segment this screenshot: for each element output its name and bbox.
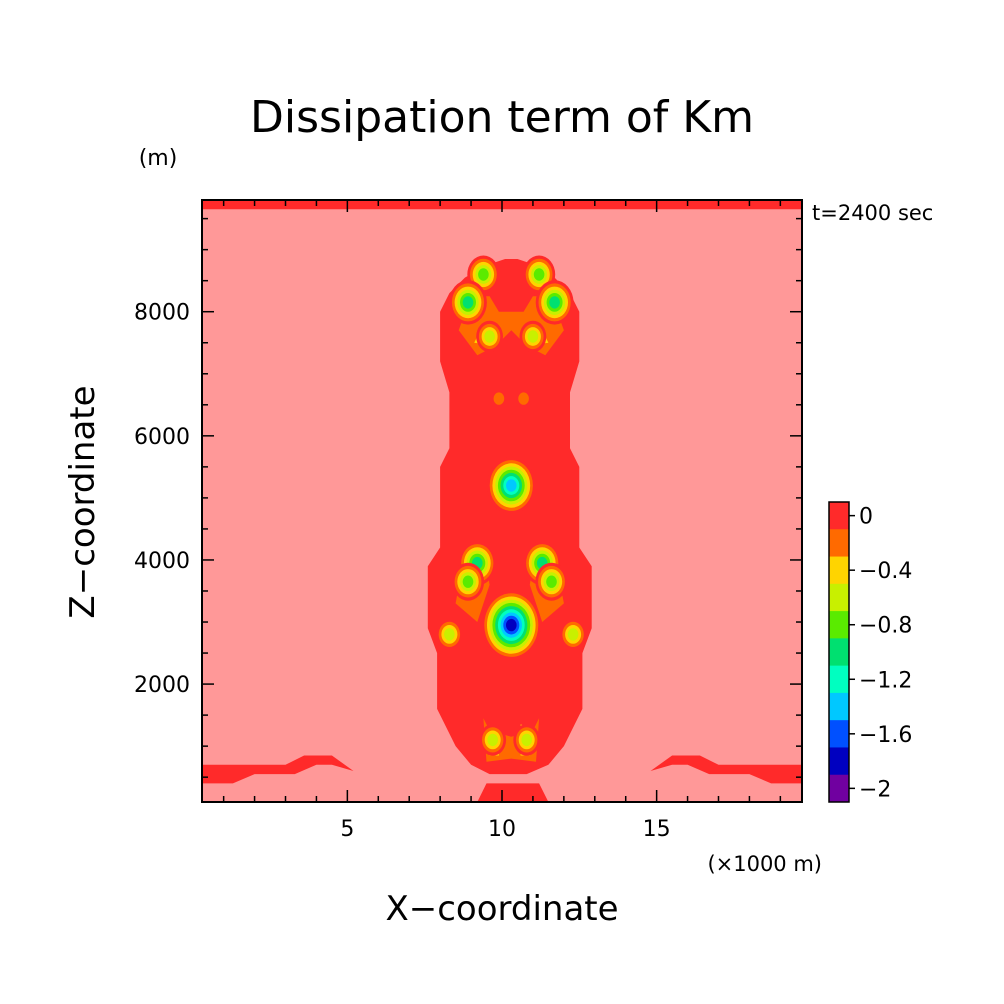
colorbar-band-6 (829, 665, 849, 694)
x-unit-label: (×1000 m) (707, 852, 822, 876)
contour-spot-11 (451, 562, 485, 601)
colorbar-label-5: −2 (859, 777, 891, 802)
plot-area: 5 10 15 2000 4000 6000 8000 (134, 199, 803, 842)
contour-spot-4 (476, 320, 503, 353)
colorbar-label-1: −0.4 (859, 559, 912, 584)
y-unit-label: (m) (139, 146, 178, 171)
x-tick-label-1: 10 (488, 817, 516, 842)
colorbar-band-4 (829, 611, 849, 639)
spot-level-0-4 (478, 268, 489, 281)
spot-level-8-7 (506, 479, 517, 492)
spot-level-2-5 (462, 296, 474, 309)
colorbar-label-2: −0.8 (859, 614, 912, 639)
colorbar-label-3: −1.2 (859, 668, 912, 693)
y-tick-label-1: 4000 (134, 549, 190, 574)
spot-level-15-3 (567, 628, 579, 641)
contour-spot-17 (513, 724, 541, 756)
y-tick-label-0: 2000 (134, 673, 190, 698)
spot-level-4-3 (484, 330, 495, 343)
spot-level-12-4 (546, 575, 557, 588)
axis-tick-labels: 5 10 15 2000 4000 6000 8000 (134, 301, 671, 842)
colorbar-band-5 (829, 638, 849, 667)
time-label: t=2400 sec (812, 201, 933, 225)
colorbar-band-7 (829, 692, 849, 721)
contour-region-2 (650, 755, 802, 784)
chart-title: Dissipation term of Km (250, 92, 754, 143)
contour-spot-7 (515, 389, 532, 408)
contour-spot-2 (449, 280, 487, 325)
spot-level-1-4 (533, 268, 545, 281)
contour-spot-14 (436, 618, 463, 651)
colorbar-label-4: −1.6 (859, 723, 912, 748)
contour-region-4 (477, 783, 549, 802)
spot-level-5-3 (527, 330, 539, 343)
colorbar-band-2 (829, 556, 849, 585)
colorbar-label-0: 0 (859, 505, 873, 530)
colorbar-band-1 (829, 529, 849, 558)
y-axis-label: Z−coordinate (63, 385, 103, 618)
spot-level-13-9 (506, 618, 517, 632)
contour-region-1 (202, 755, 354, 784)
contour-spot-12 (535, 562, 568, 601)
x-axis-label: X−coordinate (385, 889, 618, 929)
contour-spot-16 (479, 724, 507, 756)
colorbar-band-3 (829, 583, 849, 612)
colorbar-band-0 (829, 502, 849, 530)
colorbar-frame (828, 501, 850, 803)
spot-level-11-4 (462, 575, 474, 588)
contour-spot-8 (487, 456, 536, 515)
spot-level-16-3 (487, 733, 499, 747)
axis-ticks (202, 200, 802, 802)
y-tick-label-2: 6000 (134, 425, 190, 450)
spot-level-6-1 (493, 392, 505, 405)
colorbar-band-9 (829, 747, 849, 776)
contour-spots (436, 255, 587, 756)
x-tick-label-0: 5 (340, 817, 354, 842)
spot-level-17-3 (521, 733, 532, 747)
spot-level-14-3 (444, 628, 455, 641)
colorbar: 0 −0.4 −0.8 −1.2 −1.6 −2 (828, 501, 912, 803)
contour-spot-15 (559, 618, 587, 651)
contour-region-3 (427, 259, 592, 775)
y-tick-label-3: 8000 (134, 301, 190, 326)
spot-level-7-1 (518, 392, 529, 405)
colorbar-band-10 (829, 774, 849, 803)
x-tick-label-2: 15 (643, 817, 671, 842)
colorbar-band-8 (829, 720, 849, 748)
contour-spot-6 (490, 389, 507, 408)
contour-spot-3 (535, 280, 574, 325)
contour-spot-5 (519, 320, 547, 353)
contour-spot-13 (481, 590, 542, 661)
spot-level-3-5 (549, 296, 560, 309)
